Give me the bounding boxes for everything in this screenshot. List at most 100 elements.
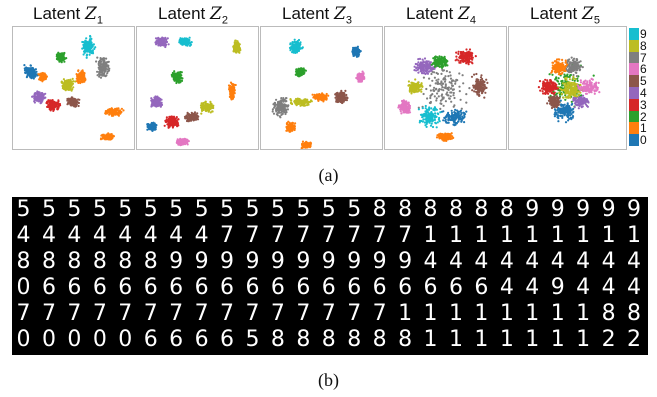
scatter-point xyxy=(41,95,44,98)
scatter-point xyxy=(41,77,44,80)
scatter-point xyxy=(414,62,417,66)
scatter-point xyxy=(311,93,314,96)
scatter-point xyxy=(433,95,436,98)
scatter-point xyxy=(294,97,298,101)
scatter-point xyxy=(300,68,303,71)
scatter-point xyxy=(96,70,99,73)
scatter-point xyxy=(417,58,420,61)
scatter-point xyxy=(232,89,235,92)
scatter-point xyxy=(52,103,55,106)
scatter-point xyxy=(235,51,238,54)
scatter-point xyxy=(24,71,27,74)
scatter-point xyxy=(280,103,283,106)
scatter-point xyxy=(450,100,453,103)
scatter-point xyxy=(106,70,109,73)
scatter-point xyxy=(71,102,74,106)
scatter-point xyxy=(325,94,328,97)
scatter-point xyxy=(417,66,420,69)
scatter-point xyxy=(40,92,43,95)
scatter-point xyxy=(289,49,292,52)
scatter-point xyxy=(77,104,80,108)
scatter-point xyxy=(184,117,187,120)
scatter-point xyxy=(324,98,327,101)
scatter-point xyxy=(62,78,65,81)
scatter-point xyxy=(277,102,280,105)
scatter-point xyxy=(357,75,360,78)
scatter-point xyxy=(102,68,105,71)
scatter-point xyxy=(153,125,156,128)
scatter-point xyxy=(232,50,235,53)
scatter-point xyxy=(437,78,440,81)
scatter-point xyxy=(157,103,160,106)
scatter-point xyxy=(295,68,298,71)
scatter-point xyxy=(422,72,425,75)
scatter-point xyxy=(52,105,55,108)
scatter-point xyxy=(448,81,451,84)
scatter-point xyxy=(279,116,282,119)
scatter-point xyxy=(151,98,154,101)
scatter-point xyxy=(449,95,452,98)
scatter-point xyxy=(100,65,103,68)
scatter-point xyxy=(335,94,338,97)
scatter-point xyxy=(168,118,171,121)
scatter-point xyxy=(70,81,73,84)
scatter-point xyxy=(61,52,64,55)
scatter-point xyxy=(209,100,212,103)
scatter-point xyxy=(455,58,458,61)
scatter-point xyxy=(234,39,237,42)
scatter-point xyxy=(426,60,429,63)
scatter-point xyxy=(459,98,462,101)
scatter-point xyxy=(293,99,296,102)
scatter-point xyxy=(211,106,214,110)
scatter-point xyxy=(201,102,204,105)
scatter-point xyxy=(39,74,42,77)
scatter-point xyxy=(354,46,357,49)
scatter-point xyxy=(104,69,107,72)
scatter-point xyxy=(437,95,440,98)
scatter-point xyxy=(312,96,315,99)
scatter-point xyxy=(180,79,184,82)
scatter-point xyxy=(291,41,294,44)
scatter-point xyxy=(74,80,77,83)
scatter-point xyxy=(122,109,125,112)
scatter-point xyxy=(271,110,274,113)
scatter-point xyxy=(98,72,101,75)
scatter-point xyxy=(117,109,120,112)
scatter-point xyxy=(426,72,429,75)
scatter-point xyxy=(294,44,297,47)
scatter-point xyxy=(83,74,86,77)
scatter-point xyxy=(302,72,305,75)
scatter-point xyxy=(279,111,283,114)
scatter-point xyxy=(47,100,51,104)
scatter-point xyxy=(156,102,159,105)
scatter-point xyxy=(340,97,343,100)
scatter-point xyxy=(357,74,360,77)
scatter-point xyxy=(75,73,78,76)
scatter-point xyxy=(289,43,292,46)
scatter-point xyxy=(187,43,190,46)
scatter-point xyxy=(298,102,301,105)
scatter-point xyxy=(111,137,114,140)
scatter-point xyxy=(63,56,66,59)
scatter-point xyxy=(82,53,85,56)
scatter-point xyxy=(175,74,178,78)
scatter-point xyxy=(360,79,363,82)
scatter-point xyxy=(423,57,427,60)
scatter-point xyxy=(79,74,82,77)
scatter-point xyxy=(432,66,435,69)
scatter-point xyxy=(47,99,50,102)
scatter-point xyxy=(343,94,346,97)
scatter-point xyxy=(67,87,70,90)
scatter-point xyxy=(169,124,172,127)
scatter-point xyxy=(102,137,105,140)
scatter-point xyxy=(294,45,297,48)
scatter-point xyxy=(300,146,304,149)
scatter-point xyxy=(286,127,289,130)
scatter-point xyxy=(444,84,447,88)
scatter-point xyxy=(50,103,53,107)
scatter-point xyxy=(426,66,430,69)
scatter-point xyxy=(39,94,42,97)
scatter-point xyxy=(428,77,431,80)
scatter-point xyxy=(345,93,348,97)
scatter-point xyxy=(60,58,63,61)
